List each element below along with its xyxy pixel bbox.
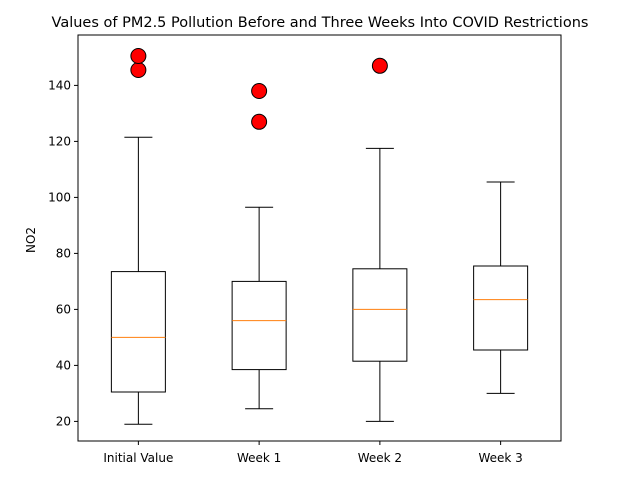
y-tick-label: 60	[56, 302, 71, 316]
boxes-layer	[110, 48, 529, 425]
outlier-point	[251, 113, 268, 130]
x-tick-label: Week 3	[478, 451, 522, 465]
y-axis: 20 40 60 80 100 120 140	[48, 78, 78, 428]
plot-area-frame	[77, 34, 562, 442]
box-group	[231, 83, 287, 410]
outlier-point	[371, 57, 388, 74]
x-tick-label: Initial Value	[103, 451, 173, 465]
outlier-point	[130, 62, 147, 78]
outlier-point	[130, 48, 147, 64]
x-tick-label: Week 2	[358, 451, 402, 465]
box-group	[473, 181, 529, 394]
y-tick-label: 100	[48, 190, 71, 204]
box-iqr	[110, 271, 166, 393]
chart-title: Values of PM2.5 Pollution Before and Thr…	[52, 15, 589, 31]
box-iqr	[231, 280, 287, 371]
y-tick-label: 40	[56, 358, 71, 372]
box-iqr	[473, 265, 529, 351]
x-tick-label: Week 1	[237, 451, 281, 465]
y-tick-label: 120	[48, 134, 71, 148]
box-iqr	[352, 268, 408, 362]
y-tick-label: 140	[48, 78, 71, 92]
y-axis-label: NO2	[24, 227, 38, 253]
x-axis: Initial Value Week 1 Week 2 Week 3	[103, 441, 523, 465]
outlier-point	[251, 83, 268, 99]
box-group	[352, 57, 408, 422]
box-group	[110, 48, 166, 425]
y-tick-label: 20	[56, 414, 71, 428]
y-tick-label: 80	[56, 246, 71, 260]
